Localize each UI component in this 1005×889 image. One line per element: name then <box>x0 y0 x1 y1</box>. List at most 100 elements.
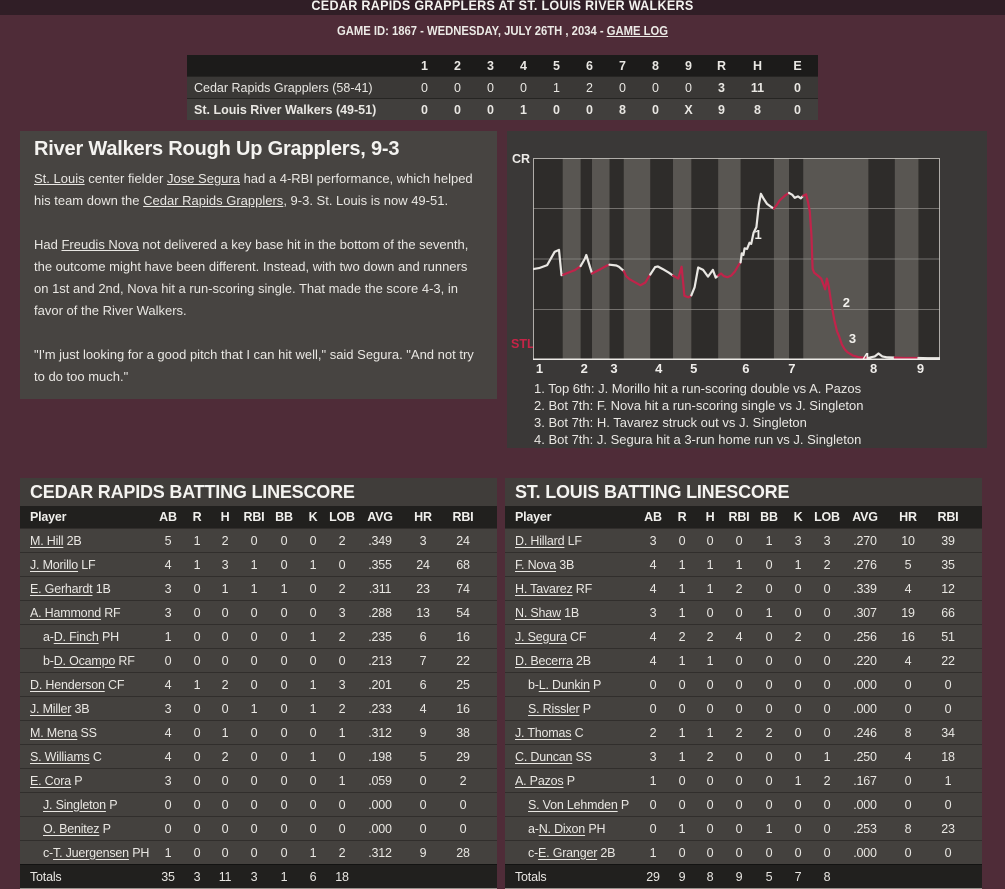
player-link[interactable]: S. Rissler <box>528 702 579 716</box>
player-cell: E. Cora P <box>30 774 153 788</box>
player-cell: A. Hammond RF <box>30 606 153 620</box>
stat-value: 1 <box>696 726 724 740</box>
linescore-column-header: 9 <box>672 59 705 73</box>
game-log-link[interactable]: GAME LOG <box>607 24 668 38</box>
stat-value: 0 <box>812 798 842 812</box>
stat-value: 34 <box>928 726 968 740</box>
player-link[interactable]: D. Finch <box>54 630 99 644</box>
stat-value: 1 <box>668 558 696 572</box>
stat-value: 1 <box>928 774 968 788</box>
stat-value: 2 <box>812 558 842 572</box>
stat-value: 0 <box>183 846 211 860</box>
stat-value: 2 <box>784 630 812 644</box>
player-link[interactable]: F. Nova <box>515 558 556 572</box>
player-cell: A. Pazos P <box>515 774 638 788</box>
stat-value: 7 <box>403 654 443 668</box>
team-name[interactable]: Cedar Rapids Grapplers (58-41) <box>187 81 408 95</box>
stat-value: 3 <box>153 582 183 596</box>
player-link[interactable]: J. Miller <box>30 702 71 716</box>
stat-value: 0 <box>784 606 812 620</box>
inning-score: 1 <box>540 81 573 95</box>
player-or-team-link[interactable]: St. Louis <box>34 171 85 186</box>
player-link[interactable]: S. Von Lehmden <box>528 798 618 812</box>
player-link[interactable]: N. Shaw <box>515 606 561 620</box>
stat-value: 0 <box>299 582 327 596</box>
player-or-team-link[interactable]: Jose Segura <box>167 171 240 186</box>
player-link[interactable]: C. Duncan <box>515 750 572 764</box>
player-or-team-link[interactable]: Freudis Nova <box>61 237 138 252</box>
player-link[interactable]: D. Hillard <box>515 534 564 548</box>
player-link[interactable]: N. Dixon <box>539 822 585 836</box>
inning-score: 0 <box>672 81 705 95</box>
player-link[interactable]: M. Mena <box>30 726 77 740</box>
stat-value: .349 <box>357 534 403 548</box>
player-link[interactable]: H. Tavarez <box>515 582 573 596</box>
stat-value: 1 <box>299 678 327 692</box>
player-cell: D. Hillard LF <box>515 534 638 548</box>
player-link[interactable]: A. Pazos <box>515 774 563 788</box>
stat-value: 0 <box>928 702 968 716</box>
stat-value: 0 <box>269 822 299 836</box>
stat-value: 0 <box>269 798 299 812</box>
totals-value: 29 <box>638 870 668 884</box>
stat-value: 25 <box>443 678 483 692</box>
player-link[interactable]: L. Dunkin <box>539 678 590 692</box>
stat-value: 0 <box>269 702 299 716</box>
stat-value: 4 <box>638 630 668 644</box>
player-position: 3B <box>556 558 574 572</box>
player-link[interactable]: E. Granger <box>538 846 597 860</box>
stat-value: 1 <box>183 678 211 692</box>
team-name[interactable]: St. Louis River Walkers (49-51) <box>187 103 408 117</box>
stat-value: 1 <box>696 558 724 572</box>
player-cell: J. Morillo LF <box>30 558 153 572</box>
player-link[interactable]: J. Thomas <box>515 726 571 740</box>
stat-value: 0 <box>696 606 724 620</box>
stat-value: 0 <box>784 726 812 740</box>
stat-value: 1 <box>299 558 327 572</box>
player-cell: S. Williams C <box>30 750 153 764</box>
player-cell: S. Rissler P <box>515 702 638 716</box>
player-link[interactable]: T. Juergensen <box>53 846 129 860</box>
stat-value: 0 <box>696 774 724 788</box>
stat-value: 0 <box>327 654 357 668</box>
player-link[interactable]: M. Hill <box>30 534 63 548</box>
player-link[interactable]: J. Segura <box>515 630 567 644</box>
player-link[interactable]: A. Hammond <box>30 606 101 620</box>
inning-score: 0 <box>540 103 573 117</box>
errors-total: 0 <box>777 81 818 95</box>
stat-value: 0 <box>784 678 812 692</box>
player-link[interactable]: O. Benitez <box>43 822 99 836</box>
player-position: CF <box>567 630 587 644</box>
stat-value: 0 <box>812 846 842 860</box>
key-play: 1. Top 6th: J. Morillo hit a run-scoring… <box>534 380 864 397</box>
stat-value: 0 <box>269 678 299 692</box>
substitution-prefix: b- <box>528 678 539 692</box>
stat-value: 0 <box>269 774 299 788</box>
player-link[interactable]: J. Singleton <box>43 798 106 812</box>
player-link[interactable]: D. Ocampo <box>54 654 115 668</box>
stat-value: 0 <box>724 798 754 812</box>
stat-value: 0 <box>239 654 269 668</box>
stat-value: 0 <box>812 822 842 836</box>
player-link[interactable]: D. Henderson <box>30 678 105 692</box>
player-link[interactable]: D. Becerra <box>515 654 573 668</box>
player-link[interactable]: E. Gerhardt <box>30 582 92 596</box>
player-position: 2B <box>573 654 591 668</box>
stat-value: 0 <box>183 606 211 620</box>
player-link[interactable]: E. Cora <box>30 774 71 788</box>
player-or-team-link[interactable]: Cedar Rapids Grapplers <box>143 193 283 208</box>
linescore-column-header: 4 <box>507 59 540 73</box>
article-text: "I'm just looking for a good pitch that … <box>34 347 474 384</box>
stat-value: .250 <box>842 750 888 764</box>
stat-value: 3 <box>638 750 668 764</box>
player-link[interactable]: J. Morillo <box>30 558 78 572</box>
player-position: CF <box>105 678 125 692</box>
stat-value: 1 <box>784 558 812 572</box>
player-link[interactable]: S. Williams <box>30 750 90 764</box>
totals-label: Totals <box>30 870 153 884</box>
stat-value: .233 <box>357 702 403 716</box>
